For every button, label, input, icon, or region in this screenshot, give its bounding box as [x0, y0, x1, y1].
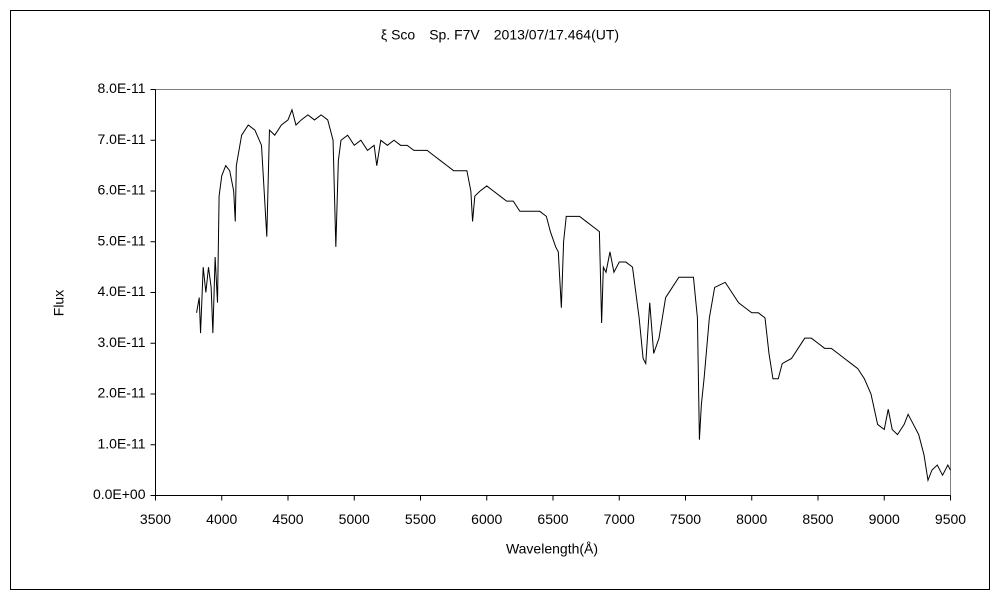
- x-tick-label: 5500: [405, 511, 436, 527]
- x-tick-label: 4500: [272, 511, 303, 527]
- x-tick-label: 9000: [869, 511, 900, 527]
- y-axis-label: Flux: [51, 290, 67, 316]
- y-tick-label: 1.0E-11: [98, 435, 146, 451]
- y-tick-label: 0.0E+00: [93, 486, 146, 502]
- x-tick-label: 7500: [670, 511, 701, 527]
- y-tick-label: 4.0E-11: [98, 283, 146, 299]
- y-tick-label: 7.0E-11: [98, 131, 146, 147]
- x-axis-label: Wavelength(Å): [506, 541, 598, 557]
- y-tick-label: 3.0E-11: [98, 334, 146, 350]
- x-tick-label: 5000: [339, 511, 370, 527]
- y-tick-label: 5.0E-11: [98, 232, 146, 248]
- spectrum-line: [196, 108, 951, 483]
- x-tick-label: 6000: [471, 511, 502, 527]
- x-tick-label: 6500: [537, 511, 568, 527]
- x-tick-label: 7000: [604, 511, 635, 527]
- y-tick-label: 2.0E-11: [98, 385, 146, 401]
- x-tick-label: 3500: [140, 511, 171, 527]
- x-tick-label: 8500: [802, 511, 833, 527]
- plot-area: [155, 89, 951, 496]
- chart-title: ξ Sco Sp. F7V 2013/07/17.464(UT): [381, 27, 619, 43]
- y-tick-label: 6.0E-11: [98, 182, 146, 198]
- x-tick-label: 8000: [736, 511, 767, 527]
- x-tick-label: 4000: [206, 511, 237, 527]
- y-tick-label: 8.0E-11: [98, 80, 146, 96]
- x-tick-label: 9500: [935, 511, 966, 527]
